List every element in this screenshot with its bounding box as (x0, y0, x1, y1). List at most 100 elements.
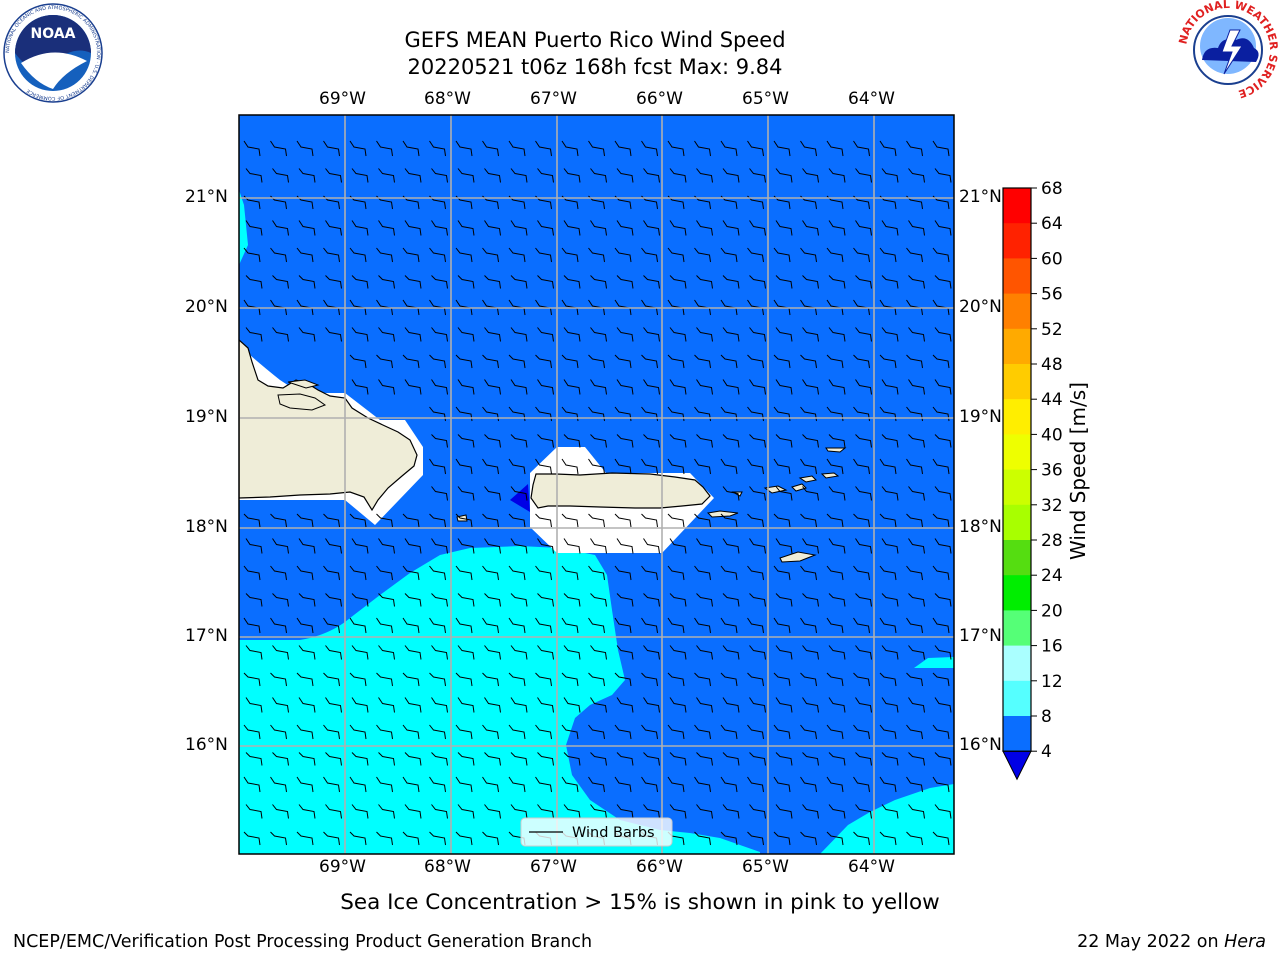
land-north-islet-2 (287, 379, 320, 389)
colorbar-tick-label: 4 (1041, 742, 1052, 762)
wind-barb (828, 275, 846, 289)
wind-barb (667, 776, 685, 793)
wind-barb (694, 672, 711, 687)
wind-barb (826, 617, 844, 634)
wind-barb (376, 354, 393, 369)
colorbar-tick-label: 48 (1041, 355, 1063, 375)
wind-barb (429, 299, 446, 316)
wind-barb (616, 645, 634, 660)
lat-tick-right: 18°N (959, 517, 1002, 537)
wind-barb (641, 354, 658, 369)
wind-barb (853, 354, 870, 369)
lat-tick-left: 19°N (185, 407, 228, 427)
wind-barb (245, 275, 263, 289)
wind-barb (934, 804, 952, 819)
wind-barb (325, 168, 342, 183)
wind-barb (588, 458, 605, 475)
wind-barb (563, 434, 581, 448)
wind-barb (535, 299, 552, 316)
wind-barb (667, 513, 685, 528)
wind-barb (270, 776, 287, 793)
wind-barb (402, 672, 420, 687)
wind-barb (908, 168, 925, 183)
wind-barb (800, 776, 817, 793)
wind-barb (879, 776, 897, 793)
wind-barb (614, 458, 632, 475)
wind-barb (349, 672, 367, 687)
wind-barb (455, 140, 473, 157)
wind-barb (747, 776, 764, 793)
wind-barb (749, 327, 766, 342)
wind-field-8-12-east (820, 784, 954, 854)
wind-barb (508, 247, 526, 263)
wind-barb (614, 565, 632, 581)
wind-barb (588, 672, 605, 687)
wind-barb (667, 672, 685, 687)
wind-barb (747, 565, 764, 581)
colorbar-label: Wind Speed [m/s] (1066, 382, 1090, 560)
wind-barb (879, 299, 897, 316)
lon-tick-top: 65°W (742, 89, 789, 109)
wind-barb (484, 379, 501, 395)
wind-barb (722, 593, 740, 607)
wind-barb (351, 645, 369, 660)
wind-barb (245, 697, 263, 713)
wind-barb (934, 434, 952, 448)
wind-barb (881, 697, 899, 713)
lon-tick-top: 66°W (636, 89, 683, 109)
wind-barb (457, 697, 475, 713)
colorbar-segment (1003, 188, 1031, 224)
wind-barb (349, 831, 367, 846)
wind-barb (722, 697, 740, 713)
wind-barb (378, 804, 395, 819)
wind-barb (828, 220, 846, 236)
wind-barb (773, 299, 791, 316)
wind-barb (747, 458, 764, 475)
wind-barb (800, 565, 817, 581)
wind-barb (908, 434, 925, 448)
wind-barb (906, 724, 923, 740)
wind-barb (431, 168, 448, 183)
wind-barb (378, 645, 395, 660)
wind-barb (455, 247, 473, 263)
wind-barb (429, 513, 446, 528)
colorbar-segment (1003, 364, 1031, 400)
wind-barb (775, 645, 793, 660)
wind-barb (720, 776, 738, 793)
wind-barb (828, 752, 846, 766)
wind-barb (431, 804, 448, 819)
wind-barb (378, 538, 395, 554)
wind-barb (853, 247, 870, 263)
wind-barb (722, 752, 740, 766)
wind-barb (616, 538, 634, 554)
wind-barb (881, 168, 899, 183)
wind-barb (667, 247, 685, 263)
wind-barb (431, 593, 448, 607)
wind-barb (378, 379, 395, 395)
wind-barb (404, 275, 422, 289)
wind-barb (402, 776, 420, 793)
wind-barb (828, 486, 846, 501)
wind-barb (853, 776, 870, 793)
wind-barb (561, 299, 579, 316)
wind-barb (272, 220, 289, 236)
wind-barb (855, 645, 872, 660)
wind-barb (722, 804, 740, 819)
wind-barb (376, 247, 393, 263)
wind-barb (431, 275, 448, 289)
wind-barb (614, 724, 632, 740)
wind-barb (245, 220, 263, 236)
nws-logo: NATIONAL WEATHER SERVICE (1176, 0, 1280, 101)
wind-barb (773, 354, 791, 369)
wind-barb (881, 220, 899, 236)
wind-barb (270, 513, 287, 528)
wind-barb (853, 458, 870, 475)
wind-barb (802, 538, 819, 554)
wind-barb (934, 486, 952, 501)
wind-barb (482, 247, 499, 263)
lon-tick-top: 69°W (319, 89, 366, 109)
wind-barb (853, 140, 870, 157)
wind-barb (510, 434, 528, 448)
wind-barb (482, 458, 499, 475)
wind-barb (537, 220, 554, 236)
